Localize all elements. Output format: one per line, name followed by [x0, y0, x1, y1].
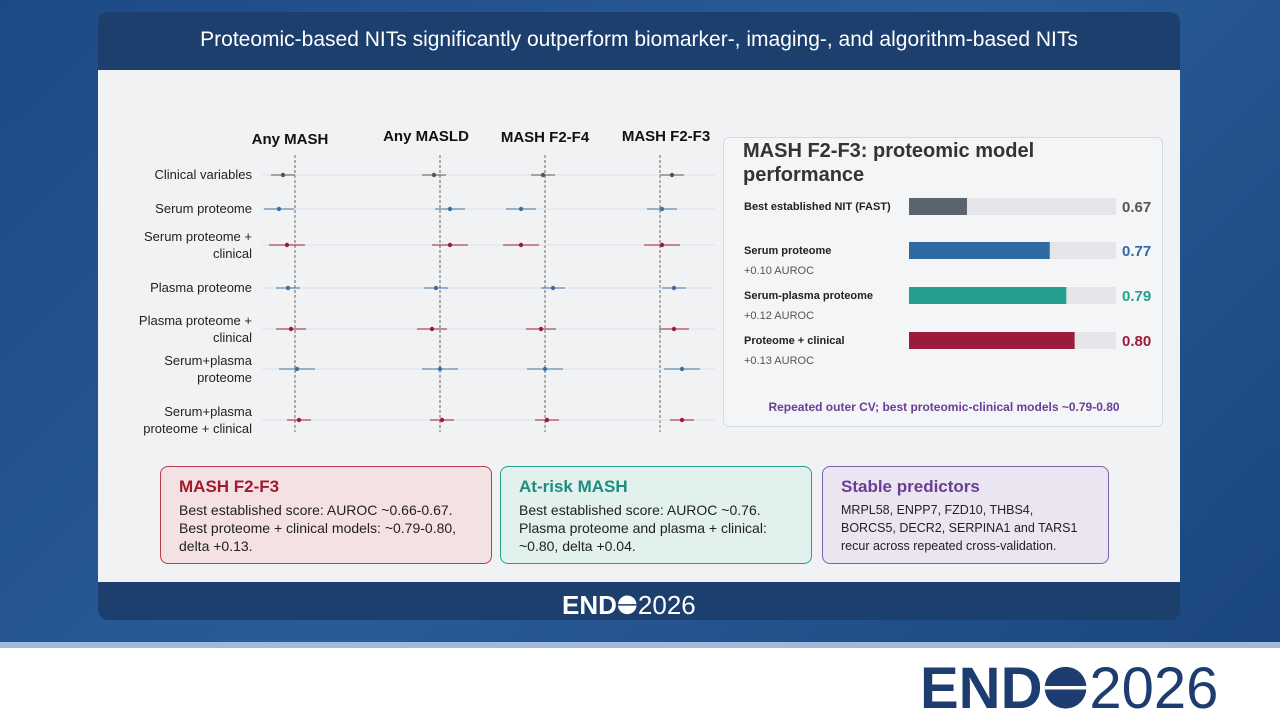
footer-logo-left: END — [562, 590, 617, 620]
bar-label: Serum proteome — [744, 245, 831, 257]
panel-footnote: Repeated outer CV; best proteomic-clinic… — [768, 400, 1119, 414]
point — [284, 242, 290, 248]
footer-logo-right: 2026 — [638, 590, 696, 620]
point — [431, 172, 437, 178]
point — [518, 242, 524, 248]
brand-logo-left: END — [920, 656, 1042, 720]
stripe — [0, 642, 1280, 648]
bar-value: 0.79 — [1122, 288, 1151, 305]
point — [294, 366, 300, 372]
bar-value: 0.67 — [1122, 199, 1151, 216]
row-label: Plasma proteome — [150, 280, 252, 295]
point — [544, 417, 550, 423]
card-body: MRPL58, ENPP7, FZD10, THBS4, BORCS5, DEC… — [841, 503, 1078, 553]
point — [679, 366, 685, 372]
info-card: Stable predictors MRPL58, ENPP7, FZD10, T… — [822, 466, 1109, 564]
point — [659, 206, 665, 212]
info-card: At-risk MASH Best established score: AURO… — [500, 466, 812, 564]
point — [447, 206, 453, 212]
point — [679, 417, 685, 423]
point — [671, 285, 677, 291]
card-body: Best established score: AUROC ~0.76. Pla… — [519, 502, 767, 554]
card-title: Stable predictors — [841, 477, 980, 496]
card-body: Best established score: AUROC ~0.66-0.67… — [179, 502, 457, 554]
row-label: Serum+plasma proteome — [164, 353, 252, 385]
bar-label: Proteome + clinical — [744, 335, 845, 347]
bar — [909, 198, 967, 215]
point — [447, 242, 453, 248]
bar-label: Best established NIT (FAST) — [744, 201, 891, 213]
bar — [909, 332, 1075, 349]
point — [540, 172, 546, 178]
bar-label: Serum-plasma proteome — [744, 290, 873, 302]
point — [276, 206, 282, 212]
model-panel — [723, 137, 1163, 427]
bar-delta: +0.13 AUROC — [744, 355, 814, 367]
point — [542, 366, 548, 372]
point — [285, 285, 291, 291]
row-label: Serum proteome + clinical — [143, 229, 252, 261]
point — [296, 417, 302, 423]
card-title: At-risk MASH — [519, 477, 628, 496]
column-header: Any MASLD — [383, 128, 469, 145]
bar — [909, 242, 1050, 259]
column-header: MASH F2-F3 — [621, 128, 711, 145]
point — [550, 285, 556, 291]
brand-logo-right: 2026 — [1089, 656, 1218, 720]
row-label: Plasma proteome + clinical — [138, 313, 252, 345]
row-label: Serum+plasma proteome + clinical — [143, 404, 252, 436]
row-label: Serum proteome — [155, 201, 252, 216]
bar-delta: +0.12 AUROC — [744, 310, 814, 322]
bar-value: 0.77 — [1122, 243, 1151, 260]
point — [288, 326, 294, 332]
point — [429, 326, 435, 332]
slide-title: Proteomic-based NITs significantly outpe… — [200, 28, 1078, 51]
bar — [909, 287, 1067, 304]
row-label: Clinical variables — [154, 167, 252, 182]
point — [280, 172, 286, 178]
point — [669, 172, 675, 178]
point — [659, 242, 665, 248]
point — [538, 326, 544, 332]
point — [671, 326, 677, 332]
bar-delta: +0.10 AUROC — [744, 265, 814, 277]
panel-title: MASH F2-F3: proteomic model performance — [743, 140, 1034, 186]
bar-value: 0.80 — [1122, 333, 1151, 350]
point — [437, 366, 443, 372]
point — [433, 285, 439, 291]
card-title: MASH F2-F3 — [179, 477, 280, 496]
column-header: Any MASH — [251, 131, 329, 148]
info-card: MASH F2-F3 Best established score: AUROC … — [160, 466, 492, 564]
point — [439, 417, 445, 423]
column-header: MASH F2-F4 — [500, 129, 590, 146]
point — [518, 206, 524, 212]
